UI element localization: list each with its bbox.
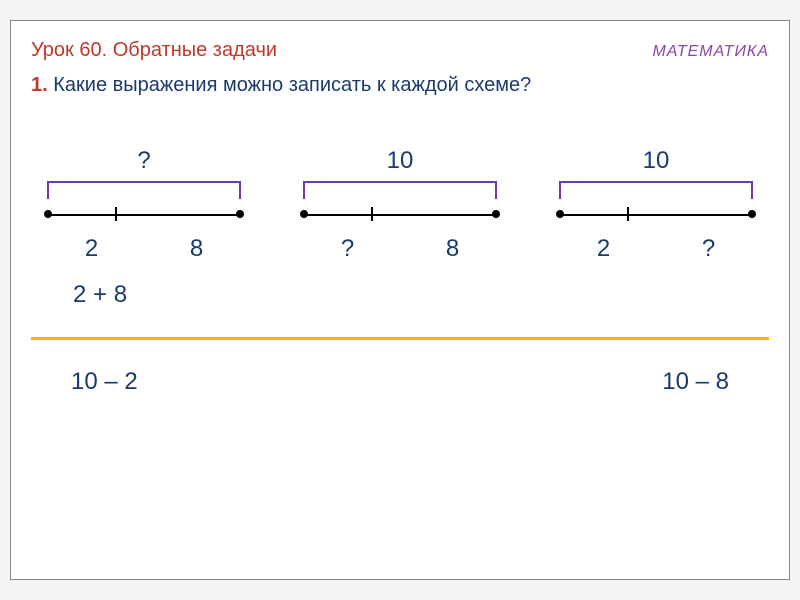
question-body: Какие выражения можно записать к каждой … xyxy=(48,74,532,96)
answers-row: 10 – 2 10 – 8 xyxy=(31,368,769,396)
answer-left: 10 – 2 xyxy=(71,368,138,396)
scheme-2-left: ? xyxy=(341,235,354,263)
scheme-3-axis xyxy=(559,205,753,225)
dot-left xyxy=(556,210,564,218)
scheme-3-left: 2 xyxy=(597,235,610,263)
expression-1: 2 + 8 xyxy=(31,281,769,309)
dot-left xyxy=(44,210,52,218)
question-number: 1. xyxy=(31,74,48,96)
dot-right xyxy=(492,210,500,218)
scheme-1-bracket xyxy=(47,181,241,199)
scheme-3-right: ? xyxy=(702,235,715,263)
answer-right: 10 – 8 xyxy=(662,368,729,396)
scheme-1-top: ? xyxy=(39,147,249,175)
scheme-3-top: 10 xyxy=(551,147,761,175)
scheme-2-top: 10 xyxy=(295,147,505,175)
scheme-2-below: ? 8 xyxy=(295,235,505,263)
subject-label: МАТЕМАТИКА xyxy=(652,43,769,61)
question-text: 1. Какие выражения можно записать к кажд… xyxy=(31,74,769,97)
scheme-2-right: 8 xyxy=(446,235,459,263)
dot-right xyxy=(748,210,756,218)
slide: Урок 60. Обратные задачи МАТЕМАТИКА 1. К… xyxy=(10,20,790,580)
schemes-row: ? 2 8 10 ? 8 xyxy=(31,147,769,263)
scheme-1: ? 2 8 xyxy=(39,147,249,263)
tick-1 xyxy=(115,207,117,221)
tick-2 xyxy=(371,207,373,221)
scheme-1-axis xyxy=(47,205,241,225)
axis-line xyxy=(47,214,241,216)
scheme-3-below: 2 ? xyxy=(551,235,761,263)
lesson-title: Урок 60. Обратные задачи xyxy=(31,39,277,62)
dot-left xyxy=(300,210,308,218)
scheme-3-bracket xyxy=(559,181,753,199)
dot-right xyxy=(236,210,244,218)
scheme-1-left: 2 xyxy=(85,235,98,263)
scheme-2-axis xyxy=(303,205,497,225)
tick-3 xyxy=(627,207,629,221)
axis-line xyxy=(559,214,753,216)
scheme-2: 10 ? 8 xyxy=(295,147,505,263)
scheme-2-bracket xyxy=(303,181,497,199)
axis-line xyxy=(303,214,497,216)
scheme-1-right: 8 xyxy=(190,235,203,263)
header: Урок 60. Обратные задачи МАТЕМАТИКА xyxy=(31,39,769,62)
scheme-3: 10 2 ? xyxy=(551,147,761,263)
scheme-1-below: 2 8 xyxy=(39,235,249,263)
separator-line xyxy=(31,337,769,340)
